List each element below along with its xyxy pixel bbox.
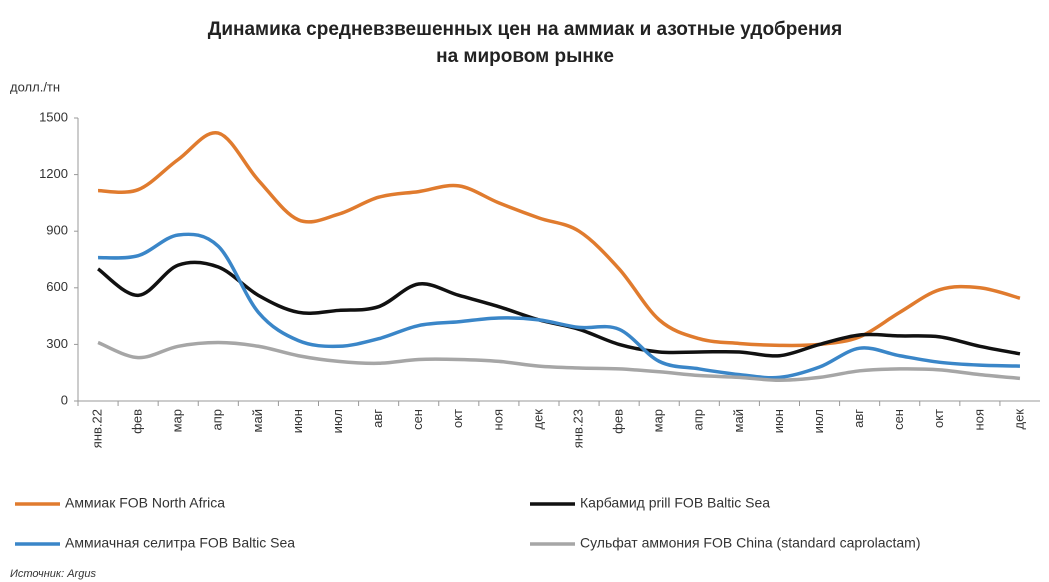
x-tick-label: авг [851,409,866,428]
legend-label: Сульфат аммония FOB China (standard capr… [580,535,921,551]
y-tick-label: 1500 [39,109,68,124]
x-tick-label: янв.22 [89,409,104,448]
x-tick-label: ноя [490,409,505,430]
y-tick-label: 0 [61,392,68,407]
source: Источник: Argus [10,568,96,580]
x-tick-label: фев [611,409,626,434]
x-tick-label: апр [210,409,225,431]
x-tick-label: июл [811,409,826,433]
x-tick-label: июл [330,409,345,433]
chart-subtitle: на мировом рынке [436,46,614,67]
x-tick-label: фев [130,409,145,434]
x-tick-label: дек [1011,409,1026,430]
y-tick-label: 600 [46,279,68,294]
y-tick-label: 1200 [39,166,68,181]
x-tick-label: окт [931,409,946,428]
chart-title: Динамика средневзвешенных цен на аммиак … [208,19,842,40]
x-tick-label: янв.23 [570,409,585,448]
x-tick-label: дек [530,409,545,430]
x-tick-label: сен [891,409,906,430]
series-line [97,340,1021,382]
x-tick-label: май [731,409,746,432]
legend-label: Аммиачная селитра FOB Baltic Sea [65,535,295,551]
x-tick-label: ноя [971,409,986,430]
x-tick-label: сен [410,409,425,430]
x-tick-label: июн [771,409,786,433]
y-axis-label: долл./тн [10,79,60,94]
y-tick-label: 300 [46,336,68,351]
x-tick-label: май [250,409,265,432]
y-tick-label: 900 [46,223,68,238]
x-tick-label: авг [370,409,385,428]
x-tick-label: окт [450,409,465,428]
x-tick-label: апр [691,409,706,431]
x-tick-label: мар [651,409,666,432]
legend-label: Аммиак FOB North Africa [65,495,225,511]
series-line [97,232,1021,380]
series-line [97,131,1021,348]
legend-label: Карбамид prill FOB Baltic Sea [580,495,770,511]
x-tick-label: июн [290,409,305,433]
x-tick-label: мар [170,409,185,432]
